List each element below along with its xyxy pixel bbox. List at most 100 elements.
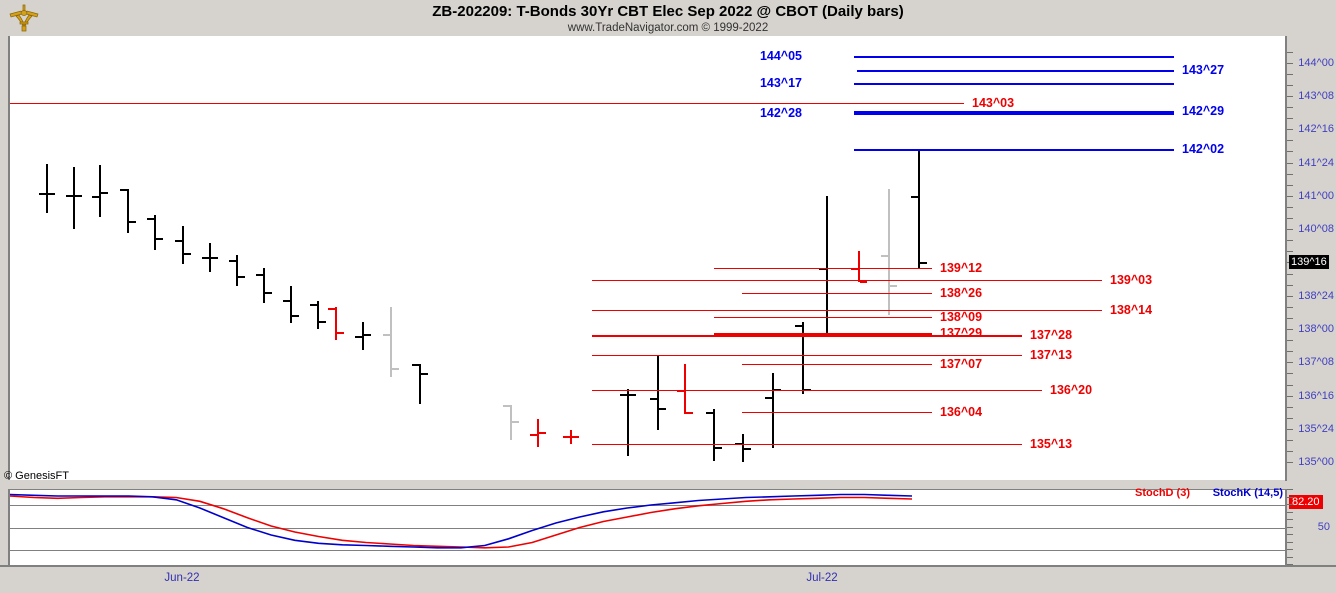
ohlc-bar xyxy=(317,301,319,330)
ohlc-close-tick xyxy=(75,194,82,197)
ohlc-close-tick xyxy=(539,431,546,434)
price-axis-label: 141^24 xyxy=(1298,156,1334,169)
price-axis-tick xyxy=(1287,329,1293,331)
resistance-label: 143^27 xyxy=(1182,62,1225,77)
watermark: © GenesisFT xyxy=(4,470,69,482)
support-label: 135^13 xyxy=(1030,437,1073,452)
ohlc-bar xyxy=(713,409,715,461)
ohlc-open-tick xyxy=(229,259,236,262)
price-axis-label: 140^08 xyxy=(1298,223,1334,236)
ohlc-open-tick xyxy=(328,308,335,311)
price-axis-tick xyxy=(1287,73,1293,75)
resistance-line xyxy=(854,83,1174,86)
price-axis-tick xyxy=(1287,384,1293,386)
ohlc-close-tick xyxy=(292,315,299,318)
ohlc-bar xyxy=(236,255,238,286)
price-axis-tick xyxy=(1287,440,1293,442)
page-title: ZB-202209: T-Bonds 30Yr CBT Elec Sep 202… xyxy=(432,3,904,20)
price-axis-tick xyxy=(1287,62,1293,64)
support-label: 138^14 xyxy=(1110,302,1153,317)
ohlc-close-tick xyxy=(265,291,272,294)
date-axis-label: Jun-22 xyxy=(164,572,200,584)
ohlc-close-tick xyxy=(184,252,191,255)
ohlc-open-tick xyxy=(530,434,537,437)
ohlc-bar xyxy=(209,242,211,273)
price-axis-tick xyxy=(1287,95,1293,97)
resistance-label: 142^02 xyxy=(1182,141,1225,156)
price-axis-tick xyxy=(1287,229,1293,231)
ohlc-close-tick xyxy=(392,367,399,370)
stochastic-panel[interactable] xyxy=(8,489,1287,565)
price-axis-tick xyxy=(1287,184,1293,186)
stochastic-axis[interactable]: 50 82.20 xyxy=(1285,489,1336,565)
date-axis: Jun-22 Jul-22 xyxy=(0,565,1336,593)
price-axis-tick xyxy=(1287,140,1293,142)
ohlc-bar xyxy=(657,355,659,431)
price-axis-tick xyxy=(1287,340,1293,342)
last-price-marker: 139^16 xyxy=(1289,255,1329,270)
stochastic-axis-tick xyxy=(1287,549,1293,550)
stochastic-curves xyxy=(10,493,913,549)
price-axis-tick xyxy=(1287,251,1293,253)
support-line xyxy=(10,102,964,104)
price-axis-tick xyxy=(1287,118,1293,120)
ohlc-close-tick xyxy=(629,394,636,397)
stochastic-axis-tick xyxy=(1287,526,1293,528)
price-axis-label: 138^24 xyxy=(1298,289,1334,302)
support-label: 139^03 xyxy=(1110,273,1153,288)
ohlc-bar xyxy=(826,195,828,335)
ohlc-open-tick xyxy=(620,394,627,397)
stochastic-axis-tick xyxy=(1287,489,1293,490)
price-axis-label: 136^16 xyxy=(1298,389,1334,402)
ohlc-bar xyxy=(802,321,804,395)
resistance-label: 144^05 xyxy=(759,48,802,63)
ohlc-open-tick xyxy=(765,396,772,399)
price-axis-label: 141^00 xyxy=(1298,189,1334,202)
chart-header: ZB-202209: T-Bonds 30Yr CBT Elec Sep 202… xyxy=(0,0,1336,34)
price-axis[interactable]: 144^00 143^08 142^16 141^24 141^00 140^08 138^… xyxy=(1285,36,1336,481)
ohlc-close-tick xyxy=(129,220,136,223)
price-axis-tick xyxy=(1287,173,1293,175)
ohlc-close-tick xyxy=(211,256,218,259)
ohlc-bar xyxy=(362,321,364,350)
price-axis-tick xyxy=(1287,362,1293,364)
price-axis-label: 135^00 xyxy=(1298,456,1334,469)
ohlc-bar xyxy=(888,188,890,316)
ohlc-bar xyxy=(290,285,292,324)
ohlc-bar xyxy=(46,163,48,213)
price-chart-plot[interactable]: 144^05 143^27 143^17 142^29 142^28 142^02 143^… xyxy=(8,36,1287,480)
support-line xyxy=(714,267,932,269)
ohlc-bar xyxy=(510,405,512,441)
ohlc-open-tick xyxy=(92,195,99,198)
ohlc-open-tick xyxy=(202,256,209,259)
price-axis-tick xyxy=(1287,462,1293,464)
ohlc-open-tick xyxy=(503,405,510,408)
ohlc-close-tick xyxy=(659,408,666,411)
support-line xyxy=(592,334,1022,337)
ohlc-open-tick xyxy=(175,240,182,243)
stochastic-axis-tick xyxy=(1287,564,1293,565)
support-line xyxy=(714,316,932,318)
ohlc-bar xyxy=(263,267,265,303)
ohlc-bar xyxy=(772,373,774,449)
price-axis-tick xyxy=(1287,284,1293,286)
ohlc-open-tick xyxy=(706,412,713,415)
ohlc-open-tick xyxy=(66,194,73,197)
ohlc-bar xyxy=(684,363,686,414)
price-axis-tick xyxy=(1287,317,1293,319)
ohlc-open-tick xyxy=(283,299,290,302)
support-line xyxy=(714,333,932,336)
ohlc-open-tick xyxy=(39,193,46,196)
ohlc-bar xyxy=(127,188,129,234)
support-label: 143^03 xyxy=(972,95,1015,110)
date-axis-label: Jul-22 xyxy=(806,572,838,584)
resistance-line xyxy=(854,112,1174,115)
price-axis-label: 143^08 xyxy=(1298,89,1334,102)
ohlc-bar xyxy=(537,419,539,448)
price-axis-label: 137^08 xyxy=(1298,356,1334,369)
ohlc-open-tick xyxy=(911,195,918,198)
ohlc-close-tick xyxy=(774,388,781,391)
price-axis-tick xyxy=(1287,84,1293,86)
ohlc-open-tick xyxy=(355,336,362,339)
ohlc-close-tick xyxy=(890,284,897,287)
